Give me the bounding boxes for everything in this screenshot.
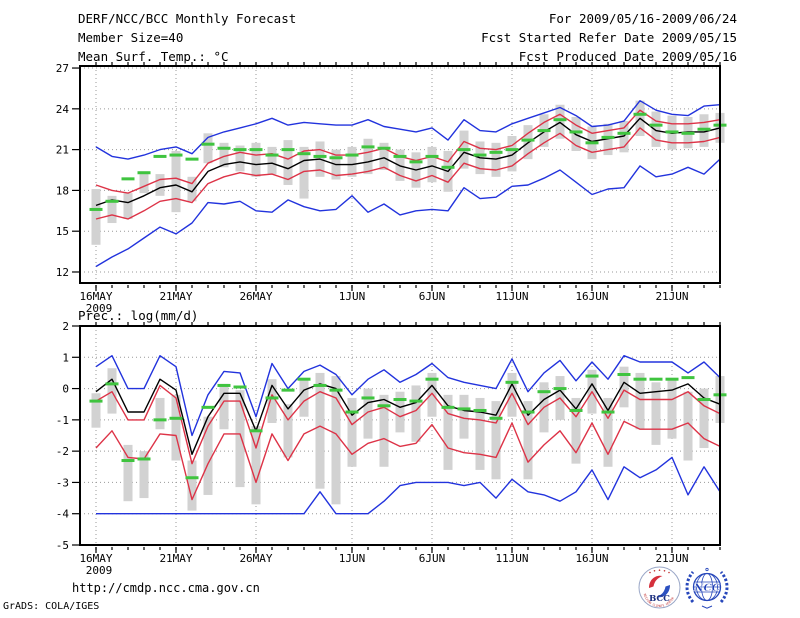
x-tick-label: 26MAY [239, 552, 272, 565]
x-tick-label: 1JUN [339, 552, 366, 565]
observation-dashes [89, 372, 727, 480]
y-tick-label: -1 [56, 414, 69, 427]
y-tick-label: 21 [56, 144, 69, 157]
x-tick-label: 11JUN [495, 552, 528, 565]
x-tick-label: 16JUN [575, 552, 608, 565]
x-tick-sublabel: 2009 [86, 302, 113, 315]
y-tick-label: 18 [56, 184, 69, 197]
member-size-label: Member Size=40 [78, 30, 184, 45]
plot-frame [79, 325, 721, 546]
page-title: DERF/NCC/BCC Monthly Forecast [78, 11, 297, 26]
bcc-logo: BCC BEIJING CLIMATE CENTER [638, 566, 681, 609]
y-tick-label: 0 [62, 383, 69, 396]
produced-date-label: Fcst Produced Date 2009/05/16 [518, 49, 737, 64]
ncc-logo-text: NCC [693, 582, 721, 594]
series-minus-sd [95, 127, 721, 220]
series-ens-mean [95, 117, 721, 207]
axis-ticks [72, 62, 721, 291]
bcc-swirl-blue [656, 585, 670, 598]
x-tick-label: 16MAY [79, 552, 112, 565]
x-tick-label: 26MAY [239, 290, 272, 303]
bcc-logo-ring [638, 566, 681, 609]
y-tick-label: 1 [62, 351, 69, 364]
grads-credit: GrADS: COLA/IGES [3, 601, 100, 612]
temp-chart-title: Mean Surf. Temp.: °C [78, 49, 229, 64]
y-tick-label: -2 [56, 445, 69, 458]
bcc-logo-text: BCC [649, 594, 670, 604]
source-url: http://cmdp.ncc.cma.gov.cn [72, 581, 260, 595]
series-ens-max [95, 355, 721, 437]
x-tick-label: 11JUN [495, 290, 528, 303]
series-minus-sd [95, 420, 721, 501]
ncc-wreath [685, 567, 729, 609]
axis-ticks [72, 322, 721, 553]
series-plus-sd [95, 384, 721, 465]
x-tick-label: 6JUN [419, 290, 446, 303]
prec-chart-title: Prec.: log(mm/d) [78, 308, 199, 323]
forecast-range-label: For 2009/05/16-2009/06/24 [548, 11, 737, 26]
x-tick-label: 16MAY [79, 290, 112, 303]
ncc-globe [692, 572, 722, 602]
x-tick-label: 6JUN [419, 552, 446, 565]
x-tick-label: 21JUN [655, 290, 688, 303]
y-tick-label: 2 [62, 320, 69, 333]
y-tick-label: 12 [56, 266, 69, 279]
x-tick-label: 16JUN [575, 290, 608, 303]
ncc-logo: NCC [685, 567, 729, 609]
x-tick-label: 1JUN [339, 290, 366, 303]
refer-date-label: Fcst Started Refer Date 2009/05/15 [481, 30, 737, 45]
series-ens-mean [95, 378, 721, 455]
y-tick-label: 15 [56, 225, 69, 238]
y-tick-label: 24 [56, 103, 70, 116]
plot-frame [79, 65, 721, 284]
series-plus-sd [95, 109, 721, 194]
x-tick-label: 21JUN [655, 552, 688, 565]
series-ens-min [96, 456, 721, 515]
y-tick-label: -5 [56, 539, 69, 552]
x-tick-sublabel: 2009 [86, 564, 113, 577]
ensemble-spread-bars [91, 366, 725, 511]
bcc-top-marks [649, 569, 670, 574]
series-ens-max [95, 99, 721, 160]
y-tick-label: 27 [56, 62, 69, 75]
observation-dashes [89, 112, 727, 211]
x-tick-label: 21MAY [159, 290, 192, 303]
y-tick-label: -3 [56, 476, 69, 489]
y-tick-label: -4 [56, 508, 70, 521]
bcc-swirl-red [649, 575, 663, 588]
series-ens-min [95, 158, 721, 268]
x-tick-label: 21MAY [159, 552, 192, 565]
